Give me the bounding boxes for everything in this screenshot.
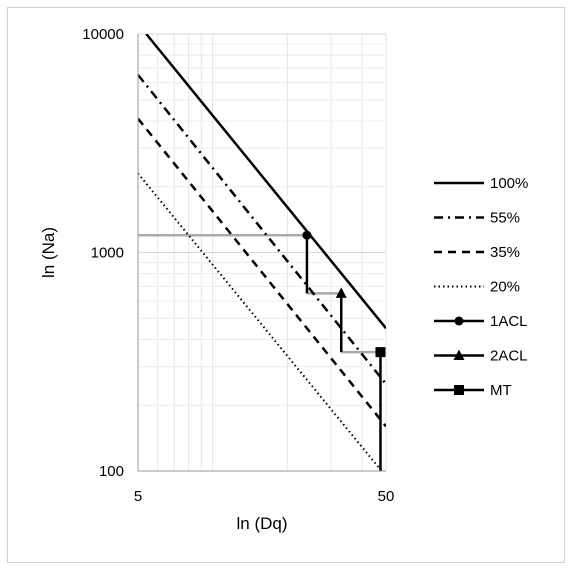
legend-marker bbox=[453, 349, 465, 360]
marker-1acl bbox=[302, 230, 312, 240]
x-axis-title: ln (Dq) bbox=[236, 514, 287, 533]
series-lines bbox=[138, 34, 386, 471]
y-axis-title: ln (Na) bbox=[39, 227, 58, 278]
y-tick-label: 1000 bbox=[91, 245, 124, 262]
marker-2acl bbox=[335, 287, 347, 298]
legend-label: 20% bbox=[490, 279, 520, 296]
marker-mt bbox=[375, 347, 386, 358]
legend-item: MT bbox=[434, 382, 512, 399]
legend: 100% 55% 35% 20% 1ACL 2ACL MT bbox=[434, 175, 528, 399]
legend-label: 2ACL bbox=[490, 348, 528, 365]
x-tick-label: 5 bbox=[134, 488, 142, 505]
legend-item: 35% bbox=[434, 244, 520, 261]
axes bbox=[137, 34, 386, 472]
series-line-20pct bbox=[138, 172, 383, 471]
legend-label: 1ACL bbox=[490, 313, 528, 330]
legend-marker bbox=[454, 385, 464, 395]
legend-item: 2ACL bbox=[434, 348, 528, 365]
legend-marker bbox=[454, 316, 464, 326]
legend-label: 55% bbox=[490, 210, 520, 227]
legend-item: 20% bbox=[434, 279, 520, 296]
legend-item: 100% bbox=[434, 175, 528, 192]
legend-item: 55% bbox=[434, 210, 520, 227]
series-line-35pct bbox=[138, 117, 386, 428]
y-tick-label: 100 bbox=[99, 463, 124, 480]
x-tick-label: 50 bbox=[378, 488, 395, 505]
series-line-55pct bbox=[138, 74, 386, 385]
legend-item: 1ACL bbox=[434, 313, 528, 330]
series-markers bbox=[302, 230, 386, 358]
series-line-100pct bbox=[145, 34, 386, 330]
legend-label: 35% bbox=[490, 244, 520, 261]
grid bbox=[137, 33, 387, 472]
legend-label: 100% bbox=[490, 175, 528, 192]
y-tick-label: 10000 bbox=[82, 26, 124, 43]
legend-label: MT bbox=[490, 382, 512, 399]
tick-labels: 100 1000 10000 5 50 bbox=[82, 26, 394, 505]
